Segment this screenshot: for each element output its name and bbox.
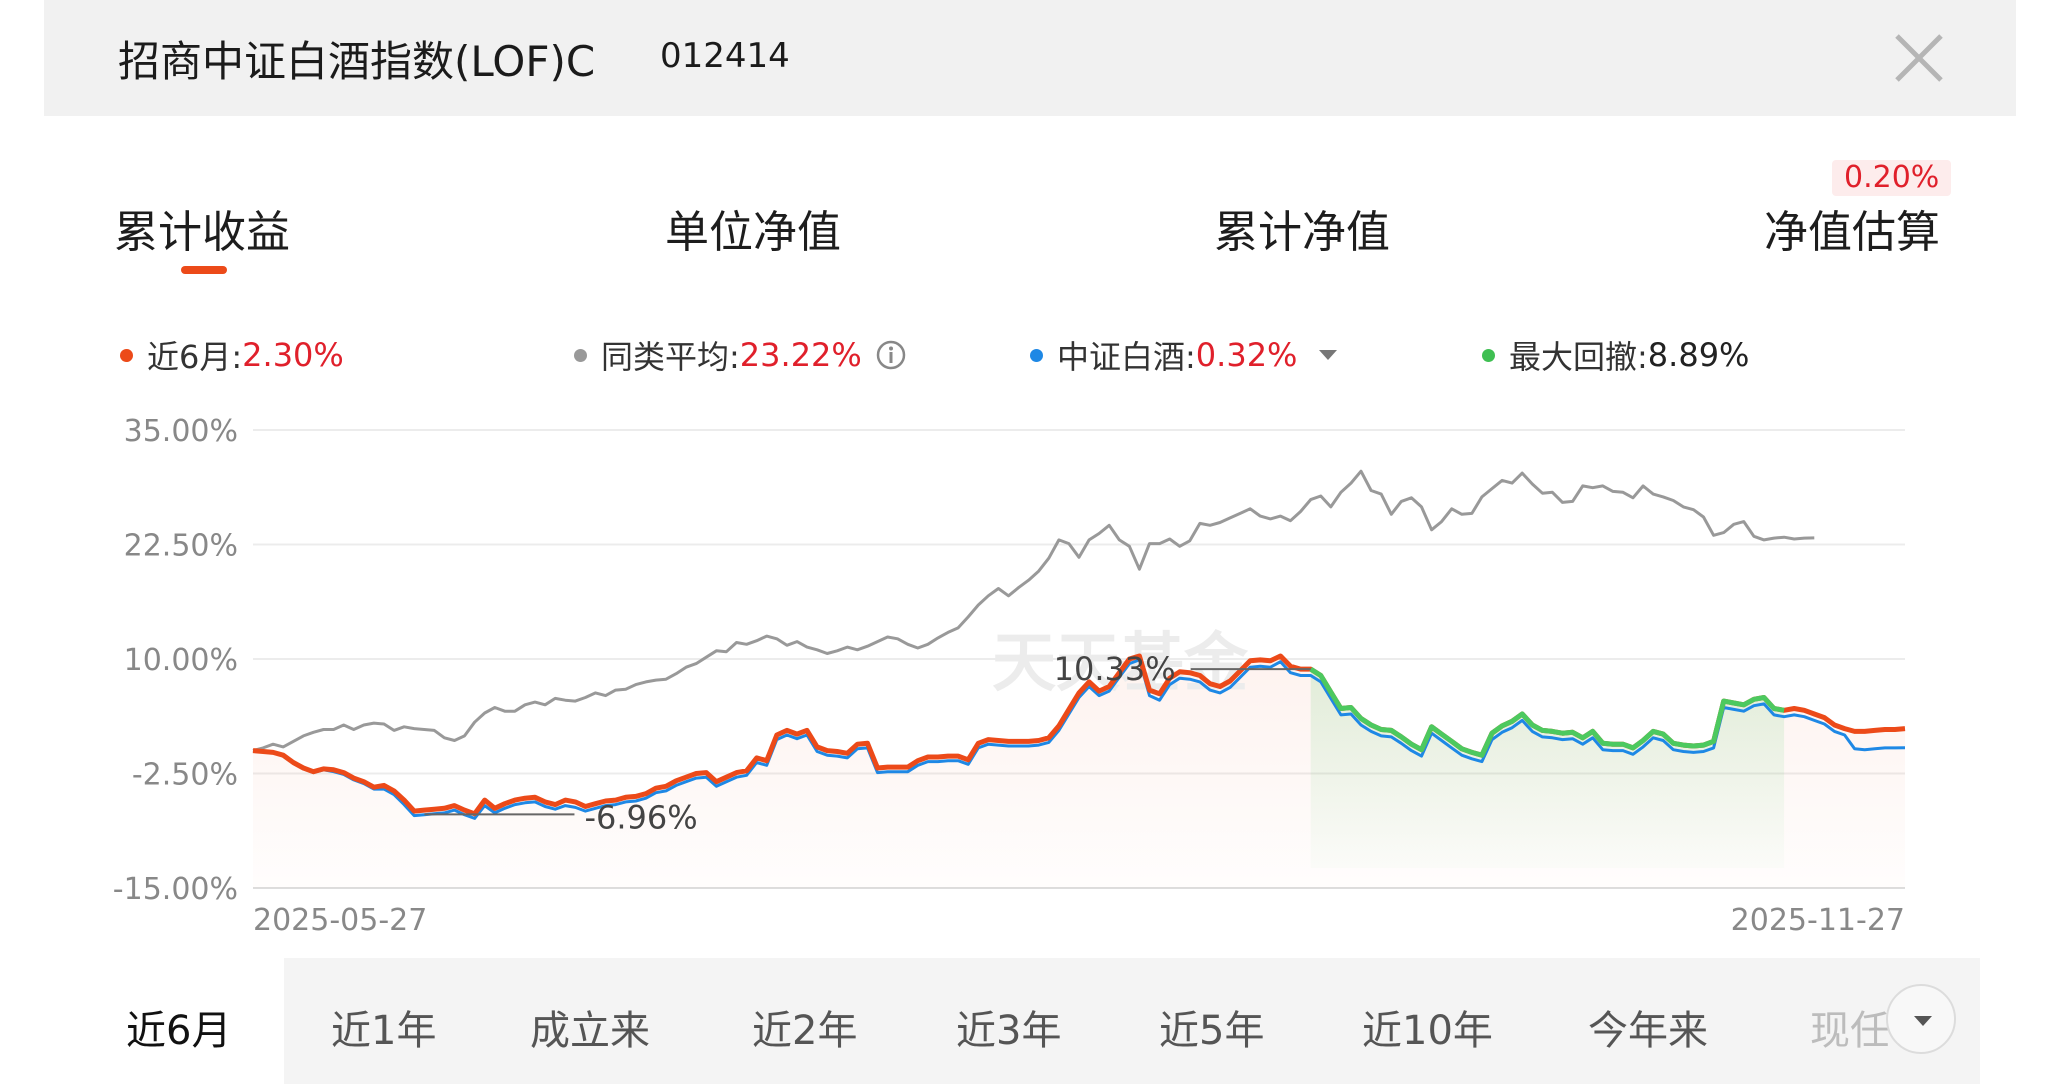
series-line-peer-average: [252, 469, 1815, 753]
legend-drawdown-label: 最大回撤:: [1509, 338, 1648, 376]
header-bar: 招商中证白酒指数(LOF)C 012414: [44, 0, 2016, 116]
x-start-label: 2025-05-27: [253, 903, 427, 938]
range-selector-bar: [284, 958, 1980, 1084]
legend-peer-value: 23.22%: [739, 336, 862, 374]
range-ytd[interactable]: 今年来: [1588, 1008, 1708, 1054]
legend-dot-fund: [120, 348, 133, 362]
legend-dot-index: [1030, 348, 1043, 362]
y-tick-label: 35.00%: [124, 414, 238, 449]
range-3y[interactable]: 近3年: [956, 1008, 1062, 1054]
range-10y[interactable]: 近10年: [1362, 1008, 1493, 1054]
range-1y[interactable]: 近1年: [331, 1008, 437, 1054]
legend-peer: 同类平均: 23.22%: [574, 332, 906, 378]
series-line-drawdown: [1309, 666, 1785, 758]
y-tick-label: 22.50%: [124, 529, 238, 564]
legend-fund-value: 2.30%: [242, 336, 344, 374]
range-6m[interactable]: 近6月: [126, 1008, 232, 1054]
legend-index-label: 中证白酒:: [1057, 338, 1196, 376]
x-end-label: 2025-11-27: [1731, 903, 1905, 938]
info-icon[interactable]: [876, 340, 906, 370]
legend-index[interactable]: 中证白酒: 0.32%: [1030, 332, 1338, 378]
legend-dot-drawdown: [1482, 348, 1495, 362]
fund-title: 招商中证白酒指数(LOF)C: [118, 37, 596, 86]
tab-nav-estimate[interactable]: 净值估算: [1764, 207, 1940, 258]
active-tab-indicator: [181, 266, 227, 274]
range-current-manager[interactable]: 现任: [1810, 1008, 1890, 1054]
legend-drawdown: 最大回撤: 8.89%: [1482, 332, 1749, 378]
legend-fund: 近6月: 2.30%: [120, 332, 344, 378]
y-tick-label: -2.50%: [132, 758, 238, 793]
range-5y[interactable]: 近5年: [1159, 1008, 1265, 1054]
legend-fund-label: 近6月:: [147, 338, 243, 376]
y-tick-label: 10.00%: [124, 643, 238, 678]
more-ranges-button[interactable]: [1886, 984, 1956, 1054]
range-2y[interactable]: 近2年: [752, 1008, 858, 1054]
max-annotation-label: 10.33%: [1054, 650, 1176, 688]
legend-drawdown-value: 8.89%: [1647, 336, 1750, 374]
fund-code: 012414: [660, 36, 790, 76]
return-chart: 天天基金 10.33%-6.96% 35.00%22.50%10.00%-2.5…: [113, 414, 1906, 938]
legend-peer-label: 同类平均:: [601, 338, 740, 376]
min-annotation-label: -6.96%: [584, 798, 697, 836]
tab-cumulative-nav[interactable]: 累计净值: [1214, 207, 1390, 258]
legend-dot-peer: [574, 348, 587, 362]
close-icon[interactable]: [1889, 28, 1949, 88]
legend-index-value: 0.32%: [1195, 336, 1298, 374]
drawdown-area: [1310, 669, 1785, 868]
chevron-down-icon: [1914, 1016, 1932, 1026]
y-tick-label: -15.00%: [113, 872, 238, 907]
tab-unit-nav[interactable]: 单位净值: [665, 207, 841, 258]
tab-cumulative-return[interactable]: 累计收益: [114, 207, 290, 258]
range-since-inception[interactable]: 成立来: [530, 1008, 650, 1054]
chevron-down-icon[interactable]: [1319, 350, 1338, 360]
estimate-badge: 0.20%: [1832, 160, 1952, 196]
